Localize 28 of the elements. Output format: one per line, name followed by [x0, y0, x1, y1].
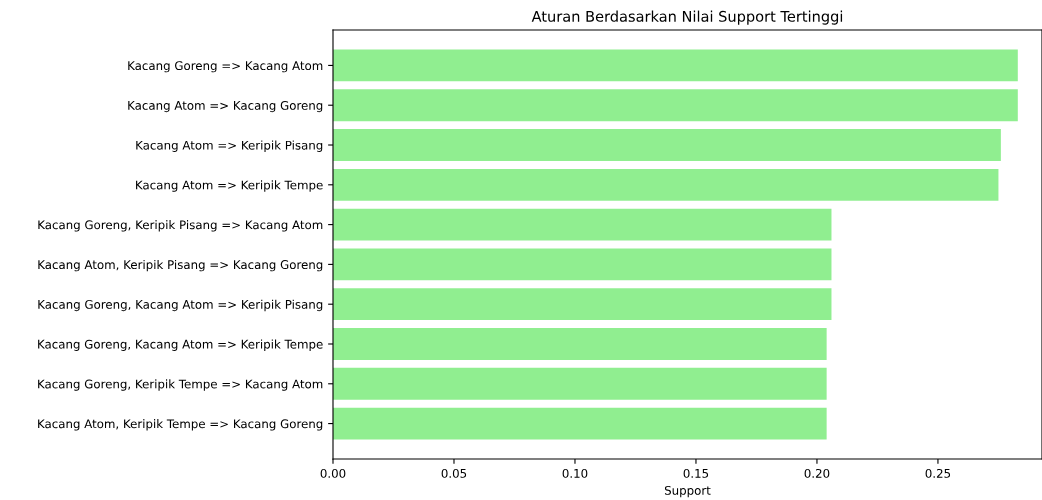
x-tick-label: 0.15 — [683, 468, 709, 478]
bar — [333, 168, 999, 201]
bar — [333, 89, 1018, 122]
x-tick-label: 0.05 — [441, 468, 467, 478]
x-tick-label: 0.25 — [925, 468, 951, 478]
bar — [333, 288, 832, 321]
bar — [333, 367, 827, 400]
x-tick-label: 0.20 — [804, 468, 830, 478]
y-tick-label: Kacang Atom, Keripik Pisang => Kacang Goreng — [38, 259, 323, 272]
y-tick-label: Kacang Goreng, Kacang Atom => Keripik Pisang — [38, 299, 323, 312]
bar — [333, 208, 832, 241]
x-axis-title: Support — [664, 485, 711, 498]
y-tick-label: Kacang Goreng, Keripik Pisang => Kacang Atom — [38, 220, 323, 232]
bar — [333, 248, 832, 281]
x-tick-label: 0.10 — [562, 468, 588, 478]
bar — [333, 407, 827, 440]
bar — [333, 328, 827, 360]
y-tick-label: Kacang Goreng, Keripik Tempe => Kacang Atom — [38, 379, 323, 391]
y-tick-label: Kacang Atom => Keripik Pisang — [136, 140, 323, 152]
x-tick-label: 0.00 — [320, 468, 346, 478]
y-tick-label: Kacang Atom => Keripik Tempe — [136, 180, 323, 192]
y-tick-label: Kacang Atom => Kacang Goreng — [128, 100, 323, 113]
y-tick-label: Kacang Goreng => Kacang Atom — [128, 61, 323, 73]
bar — [333, 49, 1018, 82]
y-tick-label: Kacang Atom, Keripik Tempe => Kacang Goreng — [38, 419, 323, 431]
chart-title: Aturan Berdasarkan Nilai Support Tertinggi — [531, 10, 843, 25]
y-tick-label: Kacang Goreng, Kacang Atom => Keripik Tempe — [38, 339, 323, 351]
bar — [333, 129, 1001, 161]
